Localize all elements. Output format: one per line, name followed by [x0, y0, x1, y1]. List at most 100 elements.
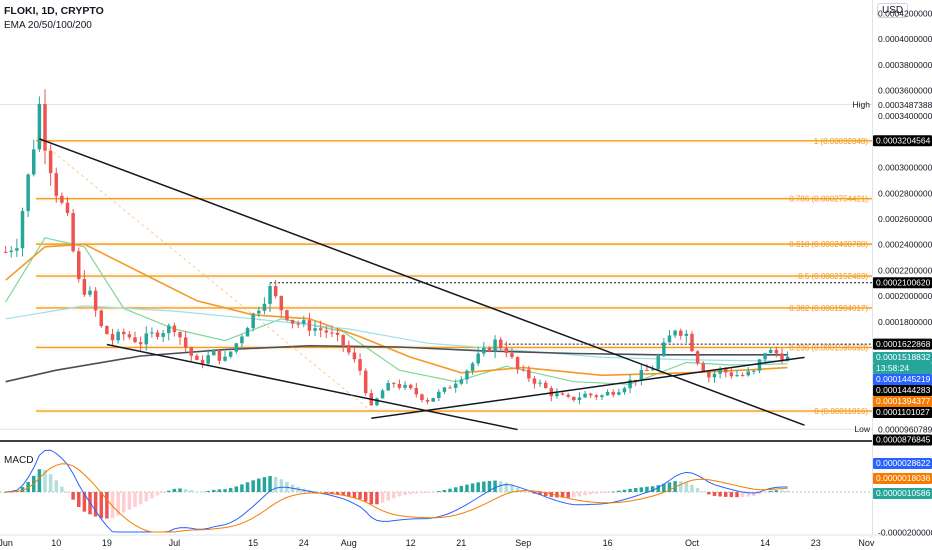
high-label: High: [853, 99, 871, 109]
candle-body: [105, 326, 109, 335]
candle-body: [549, 388, 554, 397]
macd-histogram-bar: [420, 492, 424, 494]
macd-histogram-bar: [645, 486, 649, 492]
fib-anchor-line: [39, 140, 372, 412]
candle-body: [167, 325, 171, 334]
candle-body: [617, 392, 621, 395]
candle-body: [538, 382, 542, 384]
macd-histogram-bar: [583, 492, 587, 496]
macd-histogram-bar: [780, 490, 784, 492]
candle-body: [313, 328, 317, 331]
candle-body: [487, 347, 492, 352]
candle-body: [127, 334, 132, 338]
macd-histogram-bar: [347, 492, 351, 497]
candle-body: [217, 350, 222, 361]
macd-histogram-bar: [369, 492, 374, 505]
candle-body: [493, 339, 497, 352]
macd-histogram-bar: [442, 490, 447, 492]
candle-body: [172, 325, 177, 333]
currency-button[interactable]: USD: [877, 3, 909, 18]
macd-histogram-bar: [93, 492, 98, 517]
candle-body: [757, 359, 762, 371]
candle-body: [318, 328, 323, 331]
macd-histogram-bar: [594, 492, 599, 494]
y-tick-label: 0.0003600000: [878, 85, 932, 95]
candle-body: [605, 392, 610, 396]
candle-body: [628, 379, 632, 389]
candle-body: [746, 371, 750, 376]
candle-body: [9, 250, 13, 253]
y-tick-label: 0.0004200000: [878, 8, 932, 18]
macd-histogram-bar: [527, 492, 531, 493]
trendline: [106, 343, 518, 431]
candle-body: [240, 336, 244, 344]
candle-body: [279, 296, 284, 311]
chart-title: FLOKI, 1D, CRYPTO: [4, 5, 104, 17]
macd-badge: [873, 488, 932, 499]
macd-histogram-bar: [465, 484, 469, 492]
macd-histogram-bar: [43, 469, 47, 492]
trendline: [371, 356, 805, 419]
macd-histogram-bar: [99, 492, 104, 519]
macd-histogram-bar: [273, 476, 278, 492]
candle-body: [110, 334, 115, 341]
price-axis-badge: [873, 384, 932, 396]
macd-histogram-bar: [77, 492, 81, 508]
macd-histogram-bar: [768, 490, 773, 492]
candle-body: [408, 384, 413, 389]
macd-histogram-bar: [600, 492, 604, 494]
candle-body: [403, 384, 407, 388]
fib-level-label: 0.618 (0.0002400788): [789, 240, 868, 249]
x-tick-label: 21: [456, 538, 466, 548]
macd-histogram-bar: [504, 482, 509, 492]
price-axis-badge: [873, 338, 932, 350]
x-tick-label: 14: [760, 538, 770, 548]
candle-body: [251, 313, 255, 329]
price-axis-badge: [873, 406, 932, 418]
candle-body: [431, 398, 435, 402]
macd-histogram-bar: [195, 491, 199, 493]
x-tick-label: 24: [299, 538, 309, 548]
candle-body: [532, 378, 537, 384]
candle-body: [161, 333, 165, 337]
macd-histogram-bar: [617, 490, 621, 492]
macd-histogram-bar: [673, 481, 677, 492]
y-tick-label: 0.0003400000: [878, 111, 932, 121]
trendline-layer: [39, 138, 805, 431]
candle-body: [397, 383, 402, 388]
y-tick-label: 0.0003800000: [878, 60, 932, 70]
macd-histogram-bar: [82, 492, 87, 512]
macd-histogram-bar: [116, 492, 120, 516]
candle-body: [470, 363, 475, 371]
candle-body: [673, 330, 677, 336]
candle-body: [414, 388, 419, 395]
macd-histogram-bar: [172, 488, 177, 492]
price-axis-badge: [873, 395, 932, 407]
candle-body: [448, 387, 452, 389]
macd-histogram-bar: [133, 492, 137, 507]
macd-histogram-bar: [690, 484, 694, 492]
macd-signal-line: [5, 463, 788, 533]
candle-body: [678, 330, 683, 336]
macd-histogram-bar: [555, 492, 559, 498]
macd-layer: [0, 449, 872, 533]
candle-body: [504, 348, 509, 354]
candle-body: [600, 395, 604, 397]
macd-histogram-bar: [757, 492, 762, 495]
macd-histogram-bar: [752, 492, 756, 497]
macd-histogram-bar: [628, 488, 632, 492]
candle-body: [740, 375, 745, 377]
candle-body: [425, 399, 430, 402]
macd-histogram-bar: [662, 483, 666, 492]
macd-histogram-bar: [397, 492, 402, 497]
macd-histogram-bar: [482, 481, 486, 492]
candle-body: [212, 350, 216, 356]
candle-body: [622, 388, 627, 393]
macd-histogram-bar: [538, 492, 542, 495]
macd-histogram-bar: [189, 490, 194, 492]
candle-body: [54, 173, 59, 196]
x-tick-label: 23: [811, 538, 821, 548]
candle-body: [476, 353, 480, 364]
macd-badge-text: 0.0000018036: [876, 473, 931, 483]
macd-histogram-bar: [358, 492, 362, 500]
